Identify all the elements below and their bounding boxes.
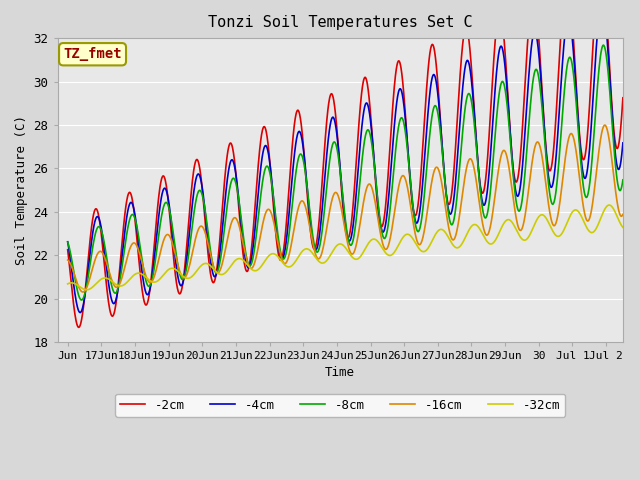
- -4cm: [619, 140, 627, 146]
- -2cm: [604, 21, 611, 26]
- -4cm: [604, 36, 611, 42]
- -16cm: [334, 192, 342, 198]
- -32cm: [501, 219, 509, 225]
- -2cm: [619, 95, 627, 101]
- -4cm: [334, 141, 342, 146]
- -16cm: [604, 127, 611, 133]
- -32cm: [319, 260, 327, 266]
- -8cm: [92, 228, 100, 233]
- -4cm: [604, 39, 611, 45]
- Legend: -2cm, -4cm, -8cm, -16cm, -32cm: -2cm, -4cm, -8cm, -16cm, -32cm: [115, 394, 565, 417]
- -4cm: [319, 194, 327, 200]
- Line: -32cm: -32cm: [68, 205, 623, 290]
- -8cm: [619, 177, 627, 183]
- -8cm: [604, 61, 611, 67]
- -4cm: [501, 64, 509, 70]
- Y-axis label: Soil Temperature (C): Soil Temperature (C): [15, 115, 28, 265]
- -4cm: [598, 0, 606, 6]
- -4cm: [76, 310, 84, 315]
- -16cm: [619, 212, 627, 217]
- -16cm: [601, 122, 609, 128]
- -2cm: [75, 324, 83, 330]
- -8cm: [604, 59, 611, 65]
- -8cm: [319, 219, 327, 225]
- Text: TZ_fmet: TZ_fmet: [63, 47, 122, 61]
- -2cm: [64, 247, 72, 252]
- -8cm: [64, 239, 72, 245]
- -2cm: [334, 139, 342, 144]
- -8cm: [501, 86, 509, 92]
- -32cm: [605, 202, 613, 208]
- -16cm: [604, 126, 611, 132]
- -32cm: [64, 281, 72, 287]
- -2cm: [319, 164, 327, 170]
- -16cm: [319, 245, 327, 251]
- -2cm: [501, 50, 509, 56]
- -16cm: [79, 289, 87, 295]
- -32cm: [604, 203, 611, 209]
- -2cm: [92, 206, 100, 212]
- -32cm: [619, 225, 627, 230]
- Title: Tonzi Soil Temperatures Set C: Tonzi Soil Temperatures Set C: [208, 15, 472, 30]
- Line: -2cm: -2cm: [68, 0, 623, 327]
- -16cm: [501, 149, 509, 155]
- -32cm: [603, 204, 611, 209]
- -8cm: [77, 297, 85, 303]
- Line: -4cm: -4cm: [68, 3, 623, 312]
- -16cm: [92, 253, 100, 259]
- -16cm: [64, 257, 72, 263]
- -32cm: [83, 287, 90, 293]
- Line: -8cm: -8cm: [68, 45, 623, 300]
- -8cm: [334, 151, 342, 157]
- Line: -16cm: -16cm: [68, 125, 623, 292]
- -32cm: [334, 242, 342, 248]
- -8cm: [600, 42, 607, 48]
- -32cm: [92, 281, 100, 287]
- -2cm: [604, 25, 611, 31]
- X-axis label: Time: Time: [325, 367, 355, 380]
- -4cm: [64, 239, 72, 245]
- -4cm: [92, 215, 100, 220]
